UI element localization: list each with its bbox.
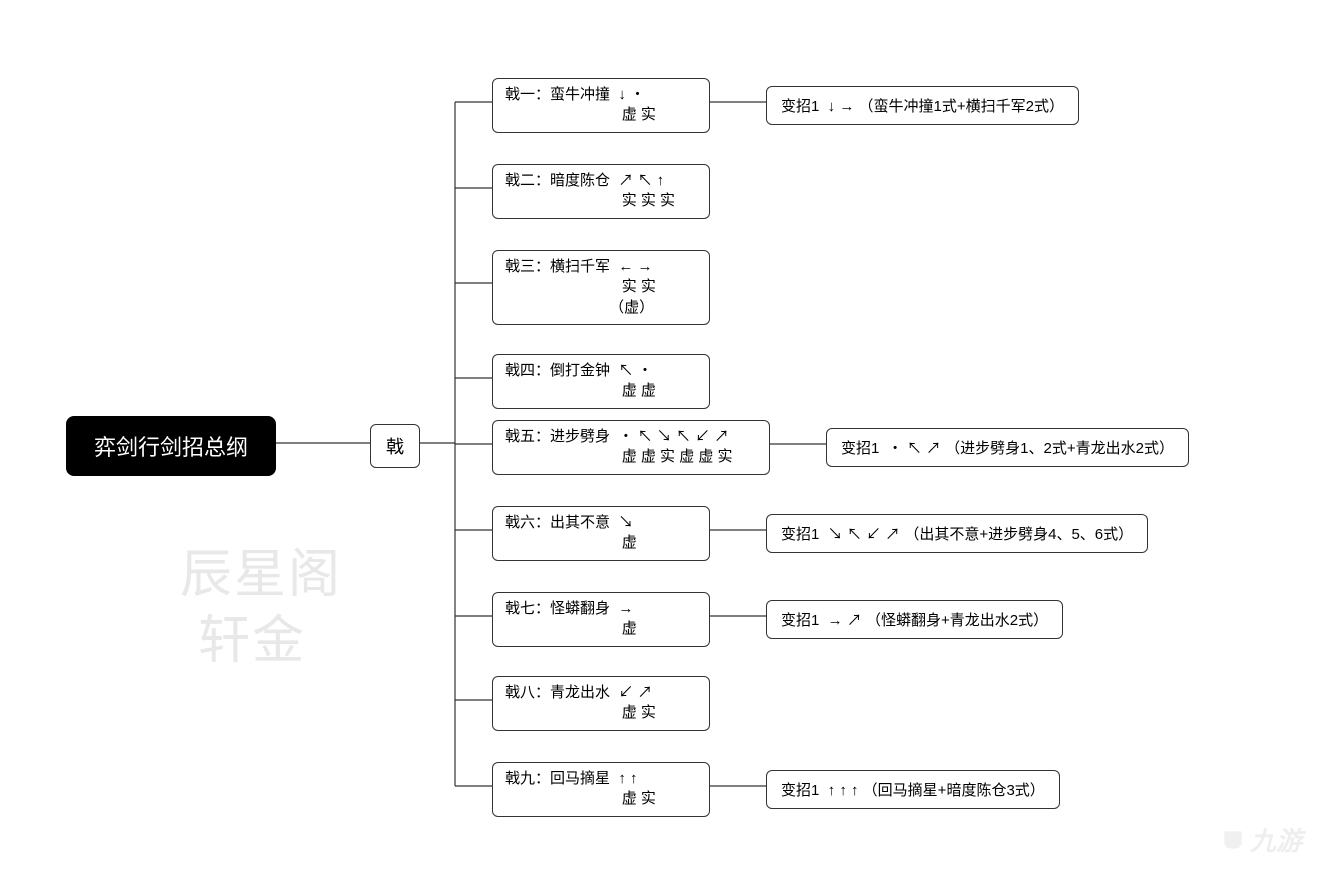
move-9-line2: 虚 实	[505, 790, 656, 807]
brand-text: 九游	[1250, 821, 1302, 858]
move-node-2: 戟二：暗度陈仓 ↗ ↖ ↑ 实 实 实	[492, 164, 710, 219]
move-4-line2: 虚 虚	[505, 382, 656, 399]
move-1-line2: 虚 实	[505, 106, 656, 123]
variant-node-5: 变招1 ・ ↖ ↗ （进步劈身1、2式+青龙出水2式）	[826, 428, 1189, 467]
move-8-line1: 戟八：青龙出水 ↙ ↗	[505, 684, 653, 701]
move-4-line1: 戟四：倒打金钟 ↖ ・	[505, 362, 653, 379]
move-node-1: 戟一：蛮牛冲撞 ↓ ・ 虚 实	[492, 78, 710, 133]
brand-logo: 九游	[1220, 821, 1302, 858]
brand-icon	[1220, 827, 1246, 853]
move-node-3: 戟三：横扫千军 ← → 实 实 （虚）	[492, 250, 710, 325]
variant-node-9: 变招1 ↑ ↑ ↑ （回马摘星+暗度陈仓3式）	[766, 770, 1060, 809]
move-2-line1: 戟二：暗度陈仓 ↗ ↖ ↑	[505, 172, 664, 189]
move-5-line1: 戟五：进步劈身 ・ ↖ ↘ ↖ ↙ ↗	[505, 428, 729, 445]
move-7-line1: 戟七：怪蟒翻身 →	[505, 600, 633, 617]
watermark-line1: 辰星阁	[180, 532, 342, 607]
move-9-line1: 戟九：回马摘星 ↑ ↑	[505, 770, 638, 787]
watermark-line2: 轩金	[198, 598, 306, 673]
move-8-line2: 虚 实	[505, 704, 656, 721]
variant-node-1: 变招1 ↓ → （蛮牛冲撞1式+横扫千军2式）	[766, 86, 1079, 125]
move-5-line2: 虚 虚 实 虚 虚 实	[505, 448, 733, 465]
move-3-line3: （虚）	[505, 299, 654, 316]
move-node-5: 戟五：进步劈身 ・ ↖ ↘ ↖ ↙ ↗ 虚 虚 实 虚 虚 实	[492, 420, 770, 475]
root-node: 弈剑行剑招总纲	[66, 416, 276, 476]
move-6-line2: 虚	[505, 534, 637, 551]
move-2-line2: 实 实 实	[505, 192, 675, 209]
variant-node-6: 变招1 ↘ ↖ ↙ ↗ （出其不意+进步劈身4、5、6式）	[766, 514, 1148, 553]
move-6-line1: 戟六：出其不意 ↘	[505, 514, 633, 531]
move-node-8: 戟八：青龙出水 ↙ ↗ 虚 实	[492, 676, 710, 731]
move-3-line2: 实 实	[505, 278, 656, 295]
move-node-7: 戟七：怪蟒翻身 → 虚	[492, 592, 710, 647]
move-1-line1: 戟一：蛮牛冲撞 ↓ ・	[505, 86, 645, 103]
category-node-ji: 戟	[370, 424, 420, 468]
move-node-4: 戟四：倒打金钟 ↖ ・ 虚 虚	[492, 354, 710, 409]
move-node-9: 戟九：回马摘星 ↑ ↑ 虚 实	[492, 762, 710, 817]
variant-node-7: 变招1 → ↗ （怪蟒翻身+青龙出水2式）	[766, 600, 1063, 639]
move-3-line1: 戟三：横扫千军 ← →	[505, 258, 653, 275]
move-node-6: 戟六：出其不意 ↘ 虚	[492, 506, 710, 561]
move-7-line2: 虚	[505, 620, 637, 637]
